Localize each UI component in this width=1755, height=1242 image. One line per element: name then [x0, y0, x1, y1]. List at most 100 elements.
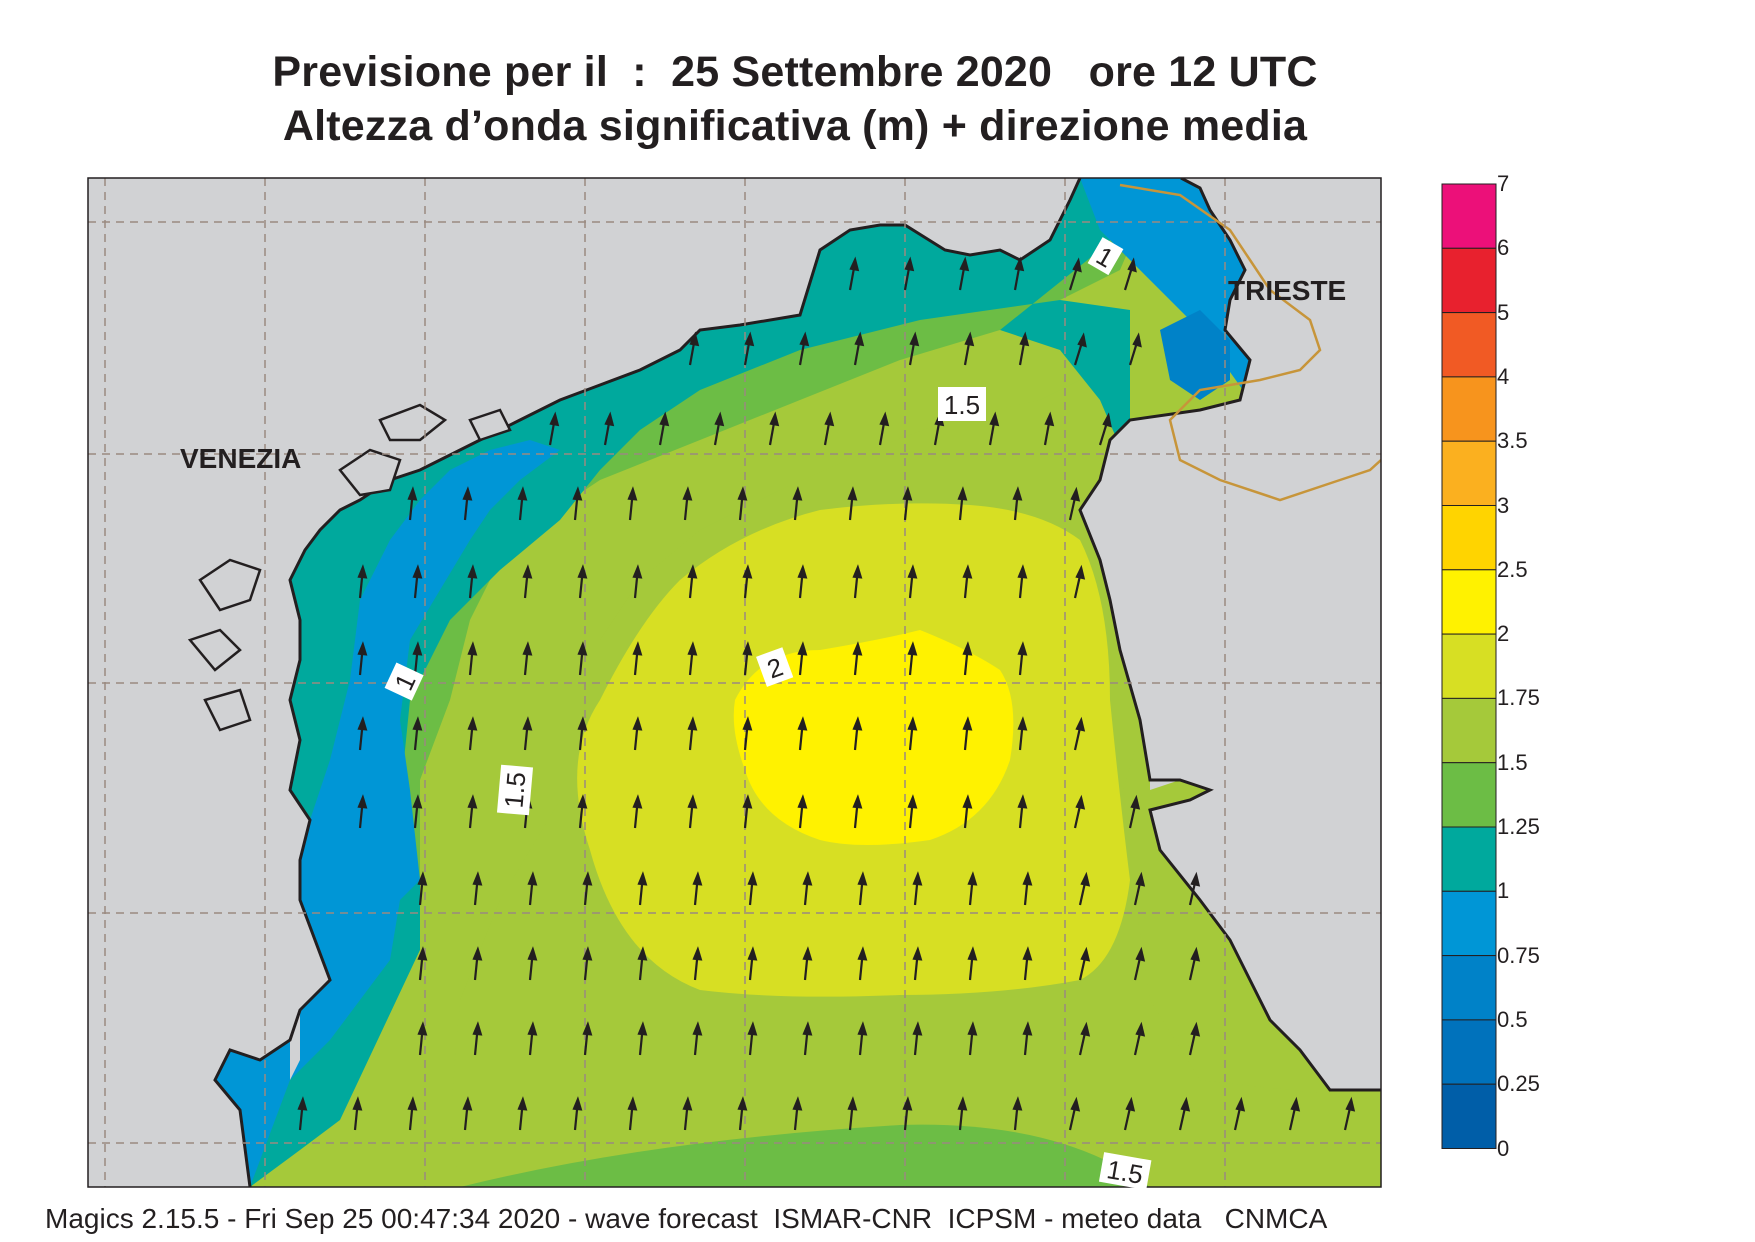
legend-tick-label: 1.5: [1497, 749, 1528, 775]
direction-arrow-head: [852, 564, 863, 579]
direction-arrow-head: [1127, 257, 1137, 273]
direction-arrow-head: [769, 411, 780, 427]
direction-arrow-head: [907, 716, 918, 731]
legend-tick-label: 2.5: [1497, 556, 1528, 582]
direction-arrow-head: [467, 794, 478, 809]
direction-arrow-head: [1080, 1021, 1091, 1037]
direction-arrow-head: [1135, 1021, 1146, 1037]
direction-arrow-head: [957, 1096, 968, 1111]
direction-arrow-head: [1017, 794, 1028, 809]
lagoon-islands: [187, 403, 512, 732]
legend-tick-label: 3.5: [1497, 428, 1528, 454]
direction-arrow-head: [412, 716, 423, 731]
direction-arrow-head: [792, 486, 803, 501]
direction-arrow-head: [1190, 1021, 1201, 1037]
legend-color-box: [1441, 312, 1497, 378]
land-east: [1080, 178, 1381, 1090]
direction-arrow-head: [689, 331, 700, 347]
direction-arrow-head: [1077, 332, 1087, 348]
legend-tick-label: 1.75: [1497, 685, 1540, 711]
direction-arrow-head: [802, 871, 813, 886]
direction-arrow-head: [1135, 946, 1146, 962]
legend-color-box: [1441, 826, 1497, 892]
direction-arrow-head: [467, 641, 478, 656]
direction-arrow-head: [467, 716, 478, 731]
direction-arrow-head: [849, 256, 860, 272]
direction-arrow-head: [747, 1021, 758, 1036]
direction-arrow-head: [632, 641, 643, 656]
direction-arrow-head: [1070, 1096, 1081, 1112]
contour-label: 2: [756, 647, 794, 687]
direction-arrow-head: [902, 486, 913, 501]
direction-arrow-head: [792, 1096, 803, 1111]
direction-arrow-head: [1070, 486, 1081, 502]
legend-tick-label: 0: [1497, 1135, 1510, 1161]
land-west: [88, 178, 1080, 1187]
direction-arrow-head: [909, 331, 920, 347]
direction-arrow-head: [967, 1021, 978, 1036]
direction-arrow-head: [462, 1096, 473, 1111]
direction-arrow-head: [627, 1096, 638, 1111]
direction-arrow-head: [879, 411, 890, 427]
direction-arrow-head: [737, 1096, 748, 1111]
legend-color-box: [1441, 247, 1497, 314]
direction-arrow-head: [1345, 1096, 1356, 1112]
direction-arrow-head: [1130, 794, 1141, 810]
legend-color-box: [1441, 697, 1497, 764]
direction-arrow-head: [904, 256, 915, 272]
sea-band-0.5-0.75-east: [1160, 310, 1230, 400]
direction-arrow-head: [797, 716, 808, 731]
contour-label: 1: [384, 662, 424, 701]
direction-arrow-head: [962, 716, 973, 731]
direction-arrow-head: [472, 946, 483, 961]
direction-arrow-head: [854, 331, 865, 347]
direction-arrow-head: [742, 641, 753, 656]
direction-arrow-head: [692, 1021, 703, 1036]
direction-arrow-head: [847, 486, 858, 501]
legend-color-box: [1441, 955, 1497, 1021]
direction-arrow-head: [687, 794, 698, 809]
legend-color-box: [1441, 569, 1497, 635]
direction-arrow-head: [912, 1021, 923, 1036]
direction-arrow-head: [527, 946, 538, 961]
direction-arrow-head: [852, 716, 863, 731]
direction-arrow-head: [1022, 871, 1033, 886]
legend-color-box: [1441, 762, 1497, 828]
direction-arrow-head: [412, 794, 423, 809]
direction-arrow-head: [692, 946, 703, 961]
direction-arrow-head: [522, 716, 533, 731]
direction-arrow-head: [799, 331, 810, 347]
direction-arrow-head: [742, 716, 753, 731]
direction-arrow-head: [357, 794, 368, 809]
direction-arrow-head: [742, 794, 753, 809]
direction-arrow-head: [824, 411, 835, 427]
direction-arrow-head: [962, 641, 973, 656]
direction-arrow-head: [632, 794, 643, 809]
coastline-east: [1078, 178, 1381, 1092]
direction-arrow-head: [682, 486, 693, 501]
legend-tick-label: 1.25: [1497, 814, 1540, 839]
direction-arrow-head: [627, 486, 638, 501]
direction-arrow-head: [632, 716, 643, 731]
direction-arrow-head: [1075, 564, 1086, 580]
direction-arrow-head: [714, 411, 725, 427]
legend-tick-label: 1: [1497, 878, 1510, 904]
direction-arrow-head: [852, 794, 863, 809]
place-label-trieste: TRIESTE: [1228, 275, 1346, 306]
direction-arrow-head: [527, 871, 538, 886]
direction-arrow-head: [1102, 412, 1112, 428]
direction-arrow-head: [357, 564, 368, 579]
direction-arrow-head: [517, 1096, 528, 1111]
legend-color-box: [1441, 633, 1497, 699]
direction-arrow-head: [989, 411, 1000, 427]
direction-arrow-head: [907, 794, 918, 809]
direction-arrow-head: [1019, 331, 1030, 347]
direction-arrow-head: [797, 794, 808, 809]
direction-arrow-head: [412, 564, 423, 579]
legend-tick-label: 2: [1497, 621, 1510, 647]
direction-arrow-head: [797, 564, 808, 579]
direction-arrow-head: [577, 716, 588, 731]
direction-arrow-head: [572, 1096, 583, 1111]
direction-arrow-head: [1075, 794, 1086, 810]
